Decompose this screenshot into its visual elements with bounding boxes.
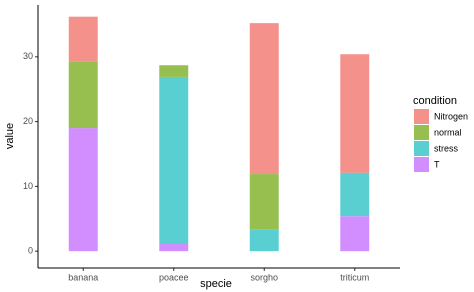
legend-label: normal (434, 127, 462, 137)
legend-key (414, 141, 429, 156)
y-axis-label: value (4, 123, 16, 149)
bar-segment (159, 76, 189, 245)
y-tick-label: 20 (23, 116, 33, 126)
bar-segment (68, 16, 98, 62)
bar-segment (340, 172, 370, 217)
bar-segment (68, 61, 98, 129)
x-tick-label: banana (68, 272, 98, 282)
y-tick-label: 30 (23, 51, 33, 61)
legend-title: condition (413, 95, 457, 107)
legend-label: Nitrogen (434, 111, 468, 121)
bar-segment (68, 128, 98, 252)
legend-key (414, 125, 429, 140)
legend-key (414, 109, 429, 124)
x-tick-label: sorgho (250, 272, 278, 282)
bar-segment (249, 229, 279, 252)
legend-label: stress (434, 143, 459, 153)
bar-segment (159, 244, 189, 252)
bar-segment (340, 216, 370, 252)
x-tick-label: triticum (340, 272, 369, 282)
bar-segment (249, 23, 279, 175)
x-tick-label: poacee (159, 272, 189, 282)
bar-segment (340, 54, 370, 173)
y-tick-label: 0 (28, 246, 33, 256)
y-tick-label: 10 (23, 181, 33, 191)
x-axis-label: specie (200, 278, 232, 290)
bar-segment (159, 65, 189, 77)
legend-key (414, 157, 429, 172)
legend-label: T (434, 159, 440, 169)
bar-segment (249, 174, 279, 230)
